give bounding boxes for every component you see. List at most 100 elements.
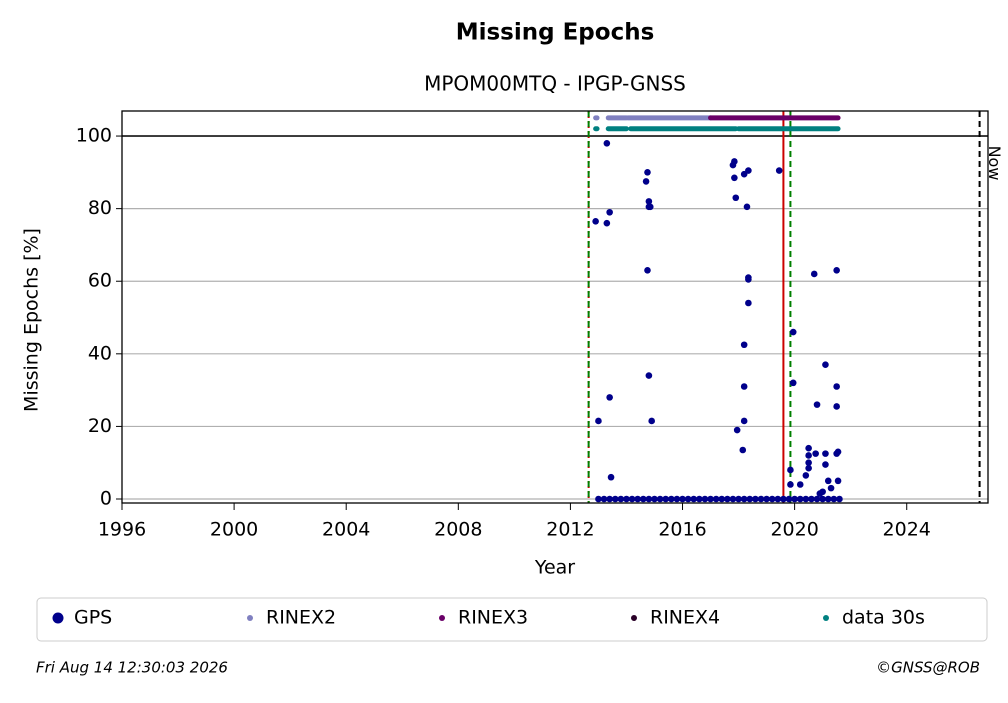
data-point	[645, 198, 653, 205]
data-point	[745, 299, 752, 307]
data-point	[606, 495, 613, 503]
data-point	[679, 495, 686, 503]
data-point	[707, 495, 714, 503]
data-point	[824, 477, 832, 485]
data-point	[646, 203, 654, 211]
data-point	[668, 495, 675, 503]
data-point	[607, 473, 615, 481]
x-tick-label: 2000	[210, 519, 258, 541]
data-point	[805, 464, 812, 472]
legend-marker	[247, 615, 253, 621]
data-point	[745, 276, 752, 283]
data-point	[833, 383, 840, 390]
data-point	[628, 495, 636, 503]
data-point	[634, 495, 641, 503]
data-point	[731, 174, 738, 182]
data-point	[833, 403, 840, 410]
vertical-line-label: Now	[985, 146, 1004, 181]
data-point	[690, 495, 698, 503]
data-point	[645, 495, 653, 503]
data-point	[648, 417, 655, 425]
data-point	[745, 167, 752, 174]
legend-marker	[823, 615, 829, 621]
x-tick-label: 2008	[434, 519, 482, 541]
data-point	[787, 466, 794, 474]
data-point	[752, 495, 759, 503]
data-point	[834, 477, 842, 485]
data-point	[787, 481, 794, 488]
data-point	[611, 495, 619, 503]
data-point	[774, 495, 782, 503]
data-point	[651, 495, 658, 503]
data-point	[729, 495, 737, 503]
data-point	[623, 495, 630, 503]
data-point	[724, 495, 731, 503]
data-point	[645, 372, 653, 379]
data-point	[789, 328, 797, 336]
data-point	[617, 495, 625, 503]
data-point	[735, 495, 742, 503]
data-point	[739, 446, 747, 454]
data-point	[813, 401, 821, 408]
legend-marker	[439, 615, 445, 621]
data-point	[639, 495, 647, 503]
data-point	[642, 178, 650, 185]
plot-frame	[121, 110, 989, 504]
data-point	[802, 495, 810, 503]
legend-marker	[631, 615, 637, 621]
data-point	[810, 270, 818, 278]
legend-label: RINEX2	[266, 607, 336, 629]
legend-box	[36, 597, 988, 642]
y-tick-label: 80	[88, 197, 112, 219]
data-point	[802, 472, 810, 479]
data-point	[785, 495, 793, 503]
x-tick-label: 2020	[770, 519, 818, 541]
legend-label: RINEX3	[458, 607, 528, 629]
data-point	[603, 219, 611, 227]
x-tick-label: 2012	[546, 519, 594, 541]
data-point	[712, 495, 720, 503]
data-point	[684, 495, 692, 503]
data-point	[819, 495, 826, 503]
data-point	[673, 495, 681, 503]
y-axis-label: Missing Epochs [%]	[21, 228, 43, 412]
chart-title: Missing Epochs	[456, 20, 655, 46]
data-point	[740, 383, 748, 390]
y-tick-label: 20	[88, 415, 112, 437]
data-point	[606, 394, 613, 401]
data-point	[644, 267, 651, 274]
legend-marker	[52, 612, 64, 624]
data-point	[656, 495, 664, 503]
data-point	[701, 495, 709, 503]
data-point	[718, 495, 726, 503]
data-point	[816, 490, 824, 497]
legend-label: GPS	[74, 607, 112, 629]
data-point	[603, 140, 611, 147]
data-point	[606, 208, 613, 216]
data-point	[796, 495, 804, 503]
data-point	[808, 495, 815, 503]
data-point	[592, 218, 599, 225]
data-point	[600, 495, 608, 503]
data-point	[775, 167, 783, 174]
data-point	[822, 461, 829, 468]
data-point	[733, 426, 741, 434]
y-tick-label: 100	[76, 125, 112, 147]
legend-label: data 30s	[842, 607, 925, 629]
data-point	[805, 444, 812, 452]
data-point	[812, 450, 819, 457]
x-tick-label: 1996	[98, 519, 146, 541]
data-point	[791, 495, 798, 503]
data-point	[696, 495, 703, 503]
data-point	[834, 448, 842, 456]
data-point	[740, 495, 748, 503]
data-point	[740, 341, 748, 349]
x-axis-label: Year	[534, 557, 575, 579]
data-point	[595, 495, 602, 503]
legend-label: RINEX4	[650, 607, 720, 629]
data-point	[789, 379, 797, 387]
data-point	[731, 158, 738, 165]
data-point	[833, 267, 840, 274]
data-point	[827, 484, 835, 492]
